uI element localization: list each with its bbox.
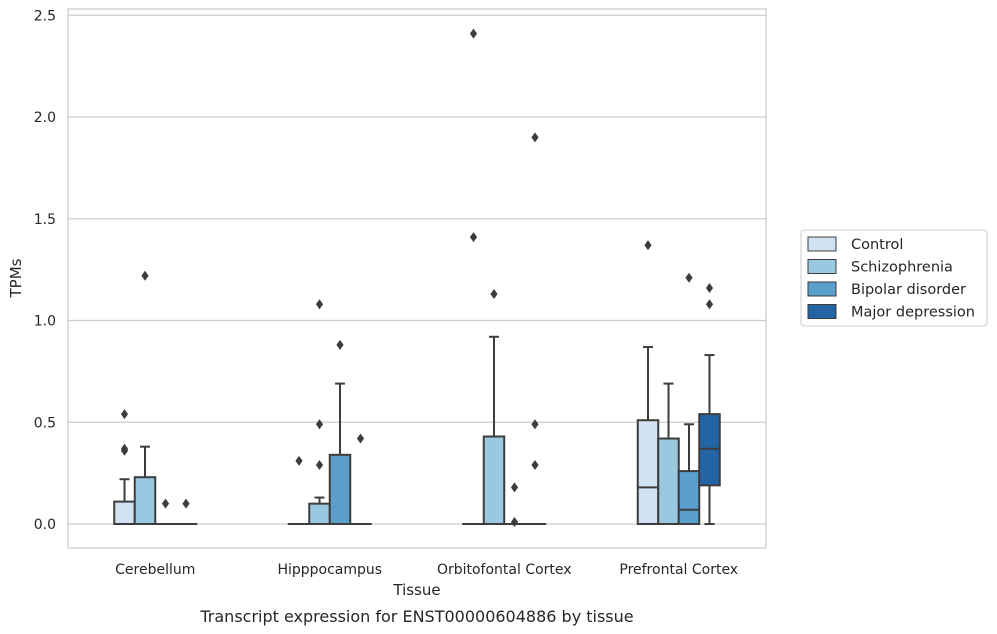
chart-caption: Transcript expression for ENST0000060488… <box>199 607 633 626</box>
legend-label: Schizophrenia <box>851 260 953 276</box>
outlier-point <box>644 240 652 251</box>
box-iqr <box>677 470 701 525</box>
outlier-point <box>705 282 714 293</box>
legend-swatch <box>807 259 837 274</box>
box-iqr <box>698 413 721 487</box>
x-axis-label: Tissue <box>392 581 440 599</box>
outlier-point <box>315 459 324 470</box>
y-tick-label: 1.5 <box>34 212 56 228</box>
legend-label: Control <box>851 237 903 253</box>
legend-frame <box>800 229 988 327</box>
outlier-point <box>531 419 539 430</box>
box-control <box>636 240 660 525</box>
axis-ticks: 0.0 0.5 1.0 1.5 2.0 2.5 Cerebellum Hipppocampus… <box>34 8 738 578</box>
box-bipolar-disorder <box>328 339 352 525</box>
box-major-depression <box>349 433 372 526</box>
outlier-point <box>510 516 519 527</box>
outlier-point <box>531 459 539 470</box>
box-major-depression <box>523 132 547 526</box>
box-major-depression <box>174 498 198 526</box>
box-iqr <box>636 419 660 525</box>
y-tick-label: 2.0 <box>34 110 56 126</box>
box-control <box>113 409 136 525</box>
outlier-point <box>141 270 149 281</box>
y-tick-label: 0.5 <box>34 415 56 431</box>
outlier-point <box>469 232 478 243</box>
plot-frame <box>67 8 767 549</box>
outlier-point <box>161 498 170 509</box>
box-bipolar-disorder <box>677 272 701 525</box>
box-bipolar-disorder <box>154 498 177 526</box>
outlier-point <box>120 409 129 420</box>
outlier-point <box>685 272 693 283</box>
legend-swatch <box>807 304 837 319</box>
outlier-point <box>531 132 539 143</box>
box-iqr <box>308 502 331 525</box>
outlier-point <box>510 482 519 493</box>
legend-label: Major depression <box>851 305 975 321</box>
x-tick-label: Hipppocampus <box>277 562 382 578</box>
legend-swatch <box>807 236 837 252</box>
outlier-point <box>120 443 129 454</box>
x-tick-label: Orbitofontal Cortex <box>437 562 572 578</box>
y-tick-label: 1.0 <box>34 314 56 330</box>
y-axis-label: TPMs <box>7 258 25 298</box>
box-iqr <box>113 500 136 525</box>
y-tick-label: 0.0 <box>34 517 56 533</box>
box-schizophrenia <box>482 289 506 525</box>
outlier-point <box>705 299 714 310</box>
box-schizophrenia <box>133 270 157 526</box>
outlier-point <box>315 299 324 310</box>
legend-label: Bipolar disorder <box>851 282 966 298</box>
legend: Control Schizophrenia Bipolar disorder Majo… <box>800 229 988 327</box>
box-control <box>462 28 485 526</box>
box-schizophrenia <box>308 299 331 525</box>
y-tick-label: 2.5 <box>34 8 56 24</box>
outlier-point <box>295 455 303 466</box>
x-tick-label: Prefrontal Cortex <box>619 562 738 578</box>
outlier-point <box>490 289 498 300</box>
box-iqr <box>328 453 352 525</box>
outlier-point <box>315 419 324 430</box>
box-series <box>113 28 721 527</box>
box-major-depression <box>698 282 721 525</box>
box-bipolar-disorder <box>503 482 526 527</box>
box-iqr <box>657 437 680 525</box>
box-iqr <box>482 435 506 525</box>
legend-swatch <box>807 281 837 297</box>
outlier-point <box>336 339 344 350</box>
outlier-point <box>356 433 365 444</box>
box-control <box>287 455 311 526</box>
x-tick-label: Cerebellum <box>115 562 195 578</box>
outlier-point <box>469 28 478 39</box>
outlier-point <box>182 498 190 509</box>
box-iqr <box>133 476 157 526</box>
box-schizophrenia <box>657 382 680 525</box>
